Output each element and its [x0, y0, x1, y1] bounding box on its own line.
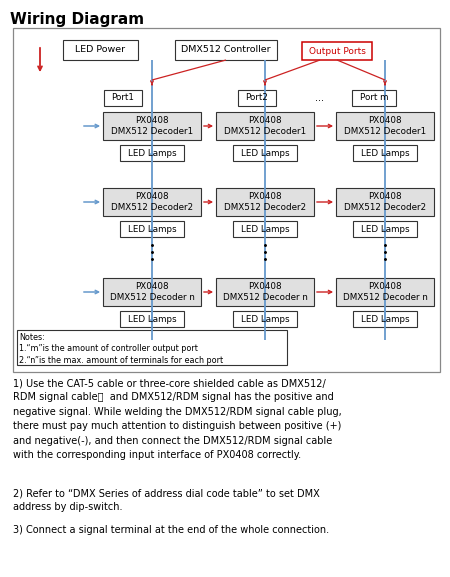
Bar	[120, 145, 184, 161]
Text: 1) Use the CAT-5 cable or three-core shielded cable as DMX512/
RDM signal cable，: 1) Use the CAT-5 cable or three-core shi…	[13, 378, 342, 460]
Bar	[216, 188, 314, 216]
Bar	[233, 221, 297, 237]
Text: LED Lamps: LED Lamps	[361, 148, 410, 158]
Bar	[103, 188, 201, 216]
Bar	[238, 90, 276, 106]
Bar	[120, 311, 184, 327]
Bar	[336, 278, 434, 306]
Bar	[233, 311, 297, 327]
Bar	[336, 112, 434, 140]
Bar	[353, 145, 417, 161]
Text: LED Lamps: LED Lamps	[241, 314, 289, 324]
Text: Port m: Port m	[360, 93, 388, 103]
Text: PX0408
DMX512 Decoder n: PX0408 DMX512 Decoder n	[109, 282, 194, 302]
Bar	[120, 221, 184, 237]
Bar	[63, 40, 138, 60]
Text: Port2: Port2	[246, 93, 269, 103]
Bar	[216, 278, 314, 306]
Text: LED Lamps: LED Lamps	[361, 224, 410, 234]
Text: PX0408
DMX512 Decoder n: PX0408 DMX512 Decoder n	[342, 282, 427, 302]
Bar	[103, 112, 201, 140]
Bar	[103, 278, 201, 306]
Text: LED Lamps: LED Lamps	[128, 224, 176, 234]
Text: LED Lamps: LED Lamps	[241, 148, 289, 158]
Bar	[336, 188, 434, 216]
Bar	[302, 42, 372, 60]
Text: Wiring Diagram: Wiring Diagram	[10, 12, 144, 27]
Text: PX0408
DMX512 Decoder2: PX0408 DMX512 Decoder2	[111, 192, 193, 212]
Text: 2) Refer to “DMX Series of address dial code table” to set DMX
address by dip-sw: 2) Refer to “DMX Series of address dial …	[13, 488, 320, 512]
Text: Notes:
1.“m”is the amount of controller output port
2.“n”is the max. amount of t: Notes: 1.“m”is the amount of controller …	[19, 333, 223, 365]
Text: LED Lamps: LED Lamps	[128, 314, 176, 324]
Bar	[13, 28, 440, 372]
Text: Output Ports: Output Ports	[309, 47, 365, 55]
Text: LED Power: LED Power	[75, 46, 125, 54]
Text: ...: ...	[315, 93, 324, 103]
Text: Port1: Port1	[112, 93, 135, 103]
Bar	[353, 311, 417, 327]
Text: DMX512 Controller: DMX512 Controller	[181, 46, 271, 54]
Bar	[216, 112, 314, 140]
Bar	[175, 40, 277, 60]
Text: LED Lamps: LED Lamps	[241, 224, 289, 234]
Text: PX0408
DMX512 Decoder1: PX0408 DMX512 Decoder1	[344, 116, 426, 136]
Text: PX0408
DMX512 Decoder2: PX0408 DMX512 Decoder2	[224, 192, 306, 212]
Text: LED Lamps: LED Lamps	[361, 314, 410, 324]
Bar	[353, 221, 417, 237]
Text: LED Lamps: LED Lamps	[128, 148, 176, 158]
Text: PX0408
DMX512 Decoder2: PX0408 DMX512 Decoder2	[344, 192, 426, 212]
Bar	[352, 90, 396, 106]
Text: PX0408
DMX512 Decoder1: PX0408 DMX512 Decoder1	[111, 116, 193, 136]
Text: 3) Connect a signal terminal at the end of the whole connection.: 3) Connect a signal terminal at the end …	[13, 525, 329, 535]
Text: PX0408
DMX512 Decoder n: PX0408 DMX512 Decoder n	[223, 282, 307, 302]
Bar	[17, 330, 287, 365]
Bar	[233, 145, 297, 161]
Text: PX0408
DMX512 Decoder1: PX0408 DMX512 Decoder1	[224, 116, 306, 136]
Bar	[104, 90, 142, 106]
